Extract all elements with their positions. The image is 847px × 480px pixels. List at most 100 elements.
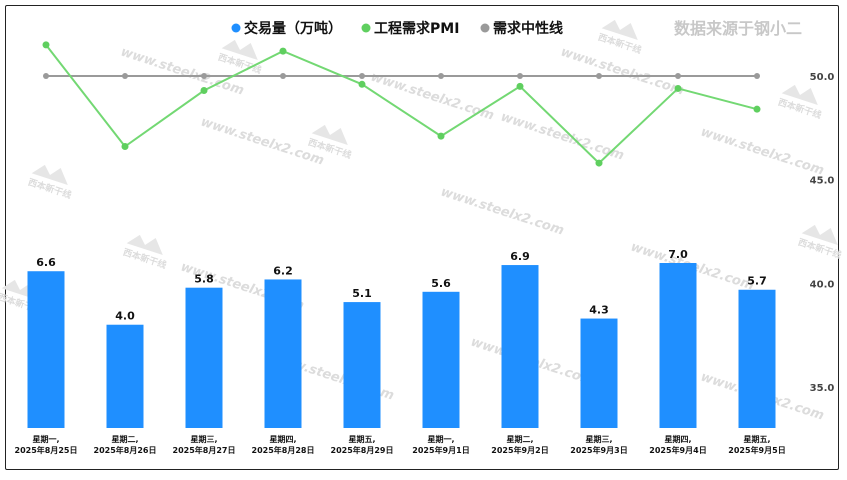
watermark-logo: 西本新干线 [797, 224, 844, 261]
x-tick-weekday: 星期五, [348, 434, 375, 444]
volume-bar [27, 271, 65, 428]
x-tick-label: 星期四,2025年8月28日 [252, 434, 315, 455]
pmi-line-point [42, 41, 50, 49]
watermark-url: www.steelx2.com [119, 45, 246, 99]
volume-bar [185, 287, 223, 428]
mountain-logo-icon [601, 19, 638, 40]
pmi-line-point [437, 132, 445, 140]
pmi-line-point [200, 87, 208, 95]
pmi-line-point [595, 159, 603, 167]
x-tick-date: 2025年8月27日 [173, 445, 236, 455]
pmi-line-point [753, 105, 761, 113]
watermark-url: www.steelx2.com [439, 185, 566, 239]
volume-bar [422, 291, 460, 428]
chart-frame [5, 5, 839, 470]
x-tick-date: 2025年9月5日 [728, 445, 785, 455]
pmi-line-path [45, 44, 758, 165]
volume-bar [343, 302, 381, 428]
legend-neutral[interactable]: 需求中性线 [480, 20, 564, 37]
x-tick-date: 2025年8月29日 [331, 445, 394, 455]
legend: 交易量（万吨） 工程需求PMI 需求中性线 [231, 20, 564, 37]
x-tick-weekday: 星期四, [269, 434, 296, 444]
volume-bar-label: 4.0 [115, 310, 135, 323]
neutral-line-point [359, 73, 365, 79]
volume-bar [106, 324, 144, 428]
x-tick-weekday: 星期三, [190, 434, 217, 444]
volume-bar-label: 5.7 [747, 275, 767, 288]
watermark-logo-text: 西本新干线 [122, 246, 169, 271]
legend-pmi[interactable]: 工程需求PMI [361, 20, 460, 37]
watermark-url: www.steelx2.com [699, 125, 826, 179]
pmi-line-point [516, 82, 524, 90]
y-axis-right: 35.0 40.0 45.0 50.0 [810, 72, 835, 394]
y-tick-label: 40.0 [810, 279, 835, 290]
volume-bar [501, 265, 539, 428]
x-tick-date: 2025年8月26日 [94, 445, 157, 455]
neutral-line-point [675, 73, 681, 79]
volume-bar [738, 289, 776, 428]
x-tick-label: 星期三,2025年8月27日 [173, 434, 236, 455]
neutral-line-point [122, 73, 128, 79]
pmi-line-point [121, 142, 129, 150]
mountain-logo-icon [221, 39, 258, 60]
neutral-line-point [438, 73, 444, 79]
volume-bar-label: 5.8 [194, 273, 214, 286]
watermark-url: www.steelx2.com [559, 45, 686, 99]
legend-volume[interactable]: 交易量（万吨） [231, 20, 343, 37]
x-tick-weekday: 星期五, [743, 434, 770, 444]
x-tick-date: 2025年9月4日 [649, 445, 706, 455]
watermark-logo-text: 西本新干线 [777, 96, 824, 121]
x-tick-weekday: 星期一, [427, 434, 454, 444]
x-tick-label: 星期四,2025年9月4日 [649, 434, 706, 455]
watermark-logo: 西本新干线 [777, 84, 824, 121]
x-tick-label: 星期一,2025年9月1日 [412, 434, 469, 455]
watermark-logo: 西本新干线 [122, 234, 169, 271]
y-tick-label: 50.0 [810, 72, 835, 83]
x-tick-weekday: 星期四, [664, 434, 691, 444]
x-tick-label: 星期一,2025年8月25日 [15, 434, 78, 455]
volume-bar-label: 6.9 [510, 250, 530, 263]
volume-bar [580, 318, 618, 428]
x-tick-date: 2025年9月3日 [570, 445, 627, 455]
neutral-line-point [596, 73, 602, 79]
watermark-logo: 西本新干线 [597, 19, 644, 56]
x-tick-label: 星期二,2025年8月26日 [94, 434, 157, 455]
legend-label: 工程需求PMI [374, 20, 459, 37]
watermark-logo: 西本新干线 [27, 164, 74, 201]
mountain-logo-icon [801, 224, 838, 245]
x-tick-date: 2025年9月2日 [491, 445, 548, 455]
watermark-logo: 西本新干线 [217, 39, 263, 76]
x-tick-weekday: 星期三, [585, 434, 612, 444]
x-tick-label: 星期三,2025年9月3日 [570, 434, 627, 455]
neutral-line-series [43, 73, 760, 79]
neutral-line-point [280, 73, 286, 79]
volume-bar [659, 263, 697, 428]
watermark-logo-text: 西本新干线 [597, 31, 644, 56]
y-tick-label: 45.0 [810, 176, 835, 187]
neutral-line-point [201, 73, 207, 79]
volume-bar [264, 279, 302, 428]
legend-label: 交易量（万吨） [244, 20, 342, 37]
x-tick-label: 星期二,2025年9月2日 [491, 434, 548, 455]
watermark-logo-text: 西本新干线 [27, 176, 74, 201]
bar-series: 6.6 4.0 5.8 6.2 5.1 5.6 6.9 4.3 7.0 5.7 [27, 248, 776, 428]
watermark-url: www.steelx2.com [199, 115, 326, 169]
neutral-line-point [754, 73, 760, 79]
neutral-line-point [517, 73, 523, 79]
mountain-logo-icon [31, 164, 68, 185]
mountain-logo-icon [311, 124, 348, 145]
watermark-url: www.steelx2.com [369, 70, 496, 124]
y-tick-label: 35.0 [810, 383, 835, 394]
x-axis: 星期一,2025年8月25日星期二,2025年8月26日星期三,2025年8月2… [15, 434, 786, 455]
data-source-note: 数据来源于钢小二 [674, 19, 802, 38]
volume-bar-label: 5.1 [352, 287, 372, 300]
pmi-line-point [674, 84, 682, 92]
legend-marker-icon [231, 23, 241, 33]
x-tick-weekday: 星期二, [506, 434, 533, 444]
pmi-line-point [358, 80, 366, 88]
x-tick-date: 2025年9月1日 [412, 445, 469, 455]
mountain-logo-icon [126, 234, 163, 255]
volume-bar-label: 7.0 [668, 248, 688, 261]
watermark-logo-text: 西本新干线 [797, 236, 844, 261]
